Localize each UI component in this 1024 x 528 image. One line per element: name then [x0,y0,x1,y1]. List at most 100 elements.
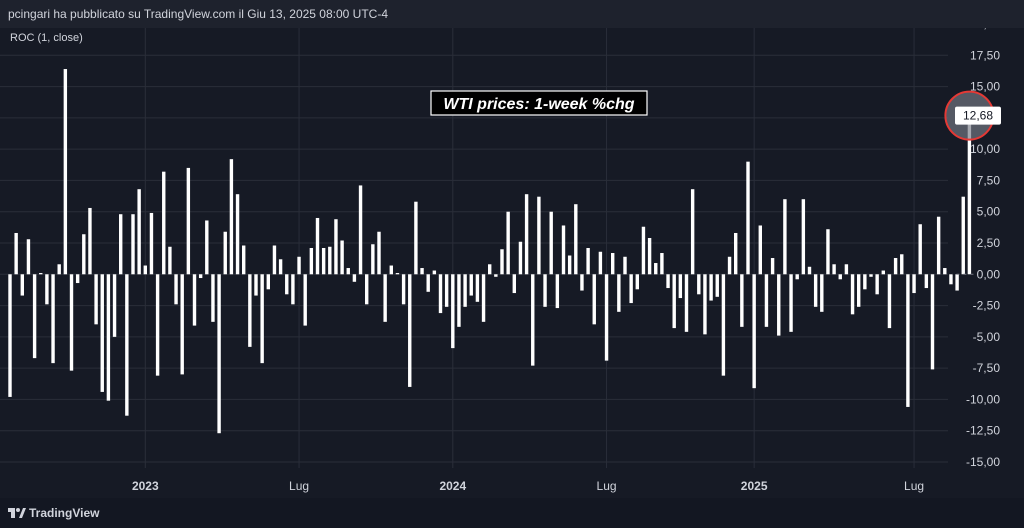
roc-bar [137,189,141,275]
roc-bar [518,241,523,275]
roc-bar [100,274,104,392]
x-axis-labels: 2023 Lug 2024 Lug 2025 Lug [132,479,924,493]
roc-bar [383,274,387,322]
x-tick-label: Lug [904,479,924,493]
roc-bar [94,274,98,325]
roc-bar [567,255,572,275]
roc-bar [321,248,326,275]
roc-bar [328,246,332,275]
roc-bar [69,274,74,371]
roc-bar [143,265,147,275]
tradingview-brand: TradingView [29,506,100,520]
roc-bar [918,224,922,275]
x-tick-label: 2025 [741,479,768,493]
roc-bar [451,274,455,349]
roc-bar [654,263,658,275]
roc-bar [395,273,400,275]
roc-bar [740,274,744,327]
x-tick-label: Lug [597,479,617,493]
roc-bar [764,274,769,327]
roc-bar [617,274,621,312]
roc-bar [266,274,270,290]
roc-bar [635,274,639,290]
roc-bar [88,207,92,275]
roc-bar [426,274,430,292]
roc-bar [272,245,277,275]
bar-series [8,69,972,434]
roc-bar [512,274,516,294]
y-tick-label: 0,00 [977,267,1001,281]
roc-bar [401,274,406,305]
roc-bar [371,244,375,275]
roc-bar [863,274,867,290]
roc-bar [641,226,646,275]
roc-bar [715,274,719,297]
roc-bar [531,274,535,366]
roc-bar [555,274,560,309]
roc-bar [734,232,738,275]
roc-bar [647,237,652,275]
roc-bar [82,234,86,275]
roc-bar [893,258,898,275]
roc-bar [727,256,732,275]
roc-bar [875,274,879,295]
roc-bar [857,274,861,307]
roc-bar [912,274,916,294]
roc-bar [119,214,123,275]
roc-bar [961,196,965,275]
roc-bar [783,199,787,275]
roc-bar [561,225,566,275]
roc-bar [506,211,510,275]
roc-bar [315,217,320,275]
roc-bar [162,171,166,275]
roc-bar [131,214,135,275]
roc-bar [604,274,609,361]
roc-bar [580,274,584,291]
roc-bar [777,274,781,336]
attribution-text: pcingari ha pubblicato su TradingView.co… [8,7,388,21]
roc-bar [844,264,849,275]
roc-bar [752,274,756,389]
roc-bar [586,248,590,275]
roc-bar [149,212,154,275]
roc-bar [63,69,68,275]
roc-bar [488,264,492,275]
roc-bar [703,274,707,335]
roc-bar [57,264,61,275]
roc-bar [457,274,461,327]
roc-bar [955,274,959,291]
roc-bar [684,274,689,332]
roc-chart: 20,0017,5015,0012,5010,007,505,002,500,0… [0,28,1001,493]
roc-bar [801,199,806,275]
roc-bar [408,274,412,387]
roc-bar [174,274,178,305]
roc-bar [248,274,252,347]
roc-bar [32,274,37,359]
roc-bar [721,274,726,376]
roc-bar [463,274,467,307]
roc-bar [414,201,418,275]
roc-bar [709,274,713,301]
roc-bar [285,274,289,295]
y-tick-label: 17,50 [970,48,1000,62]
header-bar: pcingari ha pubblicato su TradingView.co… [0,0,1024,28]
x-tick-label: 2024 [439,479,466,493]
roc-bar [881,270,885,275]
roc-bar [967,115,972,275]
roc-bar [826,229,830,275]
roc-bar [20,274,24,296]
roc-bar [936,216,941,275]
roc-bar [168,246,172,275]
x-tick-label: 2023 [132,479,159,493]
roc-bar [672,274,676,329]
roc-bar [14,232,18,275]
roc-bar [770,258,775,275]
roc-bar [820,274,824,312]
roc-bar [690,189,695,275]
roc-bar [660,253,664,275]
roc-bar [537,196,541,275]
roc-bar [795,274,799,280]
roc-bar [906,274,910,407]
y-tick-label: 20,00 [970,28,1000,31]
roc-bar [217,274,221,434]
